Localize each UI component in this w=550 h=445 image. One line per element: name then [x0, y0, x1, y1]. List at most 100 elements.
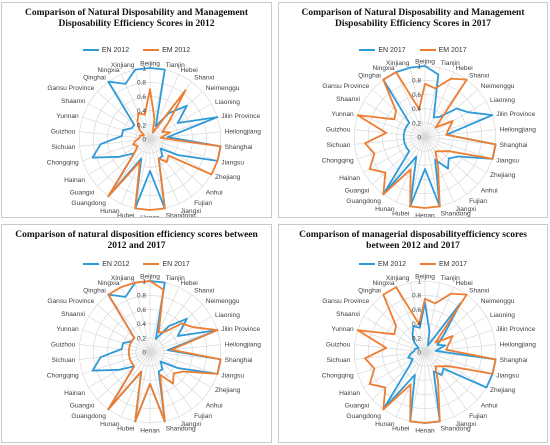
radar-spoke [424, 304, 479, 353]
radar-spoke [424, 89, 479, 138]
radial-tick-label: 0.6 [137, 307, 146, 314]
category-label: Henan [140, 427, 160, 434]
radar-spoke [149, 294, 192, 353]
legend-item: EN 2017 [359, 47, 406, 54]
radar-spoke [424, 136, 493, 160]
radial-tick-label: 0 [142, 350, 146, 357]
radar-spoke [149, 138, 192, 197]
legend-label: EM 2017 [438, 47, 467, 54]
category-label: Hubei [392, 211, 410, 218]
category-label: Jiangxi [456, 421, 477, 428]
radar-spoke [134, 351, 151, 422]
category-label: Heilongjiang [500, 127, 537, 134]
legend-swatch [419, 263, 436, 266]
radar-spoke [82, 116, 151, 140]
radar-spoke [149, 316, 212, 353]
radial-tick-label: 0.8 [137, 80, 146, 87]
radar-spoke [149, 138, 204, 187]
radial-tick-label: 0.4 [412, 321, 421, 328]
category-label: Hainan [339, 390, 360, 397]
category-label: Liaoning [215, 99, 240, 106]
radial-tick-label: 0.2 [412, 335, 421, 342]
category-label: Zhejiang [215, 387, 241, 394]
radial-tick-label: 0.6 [137, 94, 146, 101]
radar-spoke [134, 69, 151, 140]
category-label: Gansu Province [322, 83, 369, 90]
chart-title: Comparison of natural disposition effici… [15, 230, 258, 251]
category-label: Shaanxi [336, 311, 360, 318]
radar-spoke [149, 138, 166, 209]
radar-spoke [409, 136, 426, 207]
radar-spoke [424, 282, 441, 353]
radar-spoke [357, 114, 426, 138]
chart-legend: EN 2017 EM 2017 [279, 47, 547, 54]
radar-spoke [79, 344, 151, 353]
radar-spoke [149, 351, 192, 410]
category-label: Fujian [469, 413, 487, 420]
category-label: Jiangsu [496, 158, 519, 165]
radial-tick-label: 0.2 [412, 120, 421, 127]
radial-tick-label: 1 [142, 66, 146, 73]
category-label: Ningxia [373, 65, 395, 72]
category-label: Ningxia [373, 280, 395, 287]
radar-spoke [424, 351, 441, 422]
radar-series-line [382, 65, 497, 208]
radar-spoke [363, 136, 426, 173]
legend-item: EM 2017 [419, 261, 467, 268]
legend-swatch [82, 49, 99, 52]
radar-spoke [354, 129, 426, 138]
category-label: Guizhou [51, 342, 76, 349]
category-label: Sichuan [327, 142, 351, 149]
category-label: Hainan [64, 177, 85, 184]
radar-spoke [108, 81, 151, 140]
category-label: Henan [140, 214, 160, 218]
radar-spoke [120, 286, 151, 353]
category-label: Hubei [117, 426, 135, 433]
radar-spoke [424, 101, 487, 138]
category-label: Shanghai [225, 357, 253, 364]
radial-tick-label: 0 [142, 137, 146, 144]
category-label: Shaanxi [61, 311, 85, 318]
chart-title: Comparison of Natural Disposability and … [25, 8, 248, 29]
radial-tick-label: 1 [142, 279, 146, 286]
category-label: Hubei [392, 426, 410, 433]
radial-tick-label: 0.6 [412, 307, 421, 314]
radar-spoke [424, 351, 455, 418]
category-label: Shanghai [500, 357, 528, 364]
radar-spoke [149, 351, 218, 375]
radar-spoke [149, 351, 204, 400]
radar-spoke [424, 136, 496, 145]
radar-series-line [356, 71, 497, 209]
category-label: Jiangxi [456, 206, 477, 213]
category-label: Guangdong [71, 200, 106, 207]
category-label: Hainan [64, 390, 85, 397]
radar-spoke [424, 351, 467, 410]
radar-spoke [120, 73, 151, 140]
category-label: Henan [415, 427, 435, 434]
radial-tick-label: 0.8 [137, 293, 146, 300]
category-label: Xinjiang [386, 60, 410, 67]
category-label: Qinghai [83, 288, 106, 295]
radial-tick-labels: 0 0.2 0.4 0.6 0.8 1 [412, 64, 421, 142]
category-label: Guangdong [71, 413, 106, 420]
category-label: Heilongjiang [225, 129, 262, 136]
radar-spoke [371, 136, 426, 185]
category-label: Guangxi [345, 403, 370, 410]
category-label: Xinjiang [111, 62, 135, 69]
category-label: Guangxi [70, 403, 95, 410]
category-label: Xinjiang [386, 275, 410, 282]
category-label: Zhejiang [215, 174, 241, 181]
radar-spoke [96, 138, 151, 187]
radar-panel-4: Comparison of managerial disposabilityef… [278, 224, 548, 443]
category-label: Zhejiang [490, 172, 516, 179]
category-label: Jilin Province [221, 113, 260, 120]
category-label: Hebei [456, 65, 474, 72]
radial-tick-label: 1 [417, 279, 421, 286]
